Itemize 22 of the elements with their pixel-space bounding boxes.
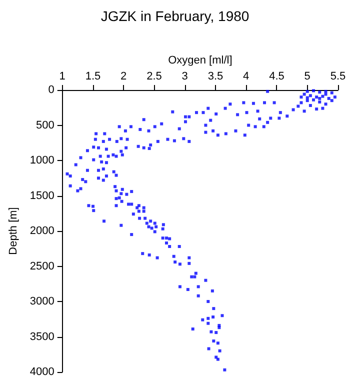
y-tick-label: 0 xyxy=(48,84,54,96)
x-tick-label: 4.5 xyxy=(269,70,284,82)
y-axis-title: Depth [m] xyxy=(8,207,20,255)
x-tick-label: 4 xyxy=(243,70,250,82)
y-tick-label: 2500 xyxy=(30,260,54,272)
y-tick-label: 1000 xyxy=(30,154,54,166)
x-tick-label: 1 xyxy=(59,70,66,82)
x-tick-label: 2.5 xyxy=(146,70,162,82)
x-tick-label: 3 xyxy=(182,70,188,82)
x-tick-label: 2 xyxy=(120,70,127,82)
x-tick-label: 1.5 xyxy=(85,70,101,82)
x-axis-title: Oxygen [ml/l] xyxy=(168,54,232,67)
y-tick-label: 3500 xyxy=(30,330,54,343)
y-tick-label: 1500 xyxy=(30,190,54,202)
x-tick-label: 5 xyxy=(304,70,310,82)
y-tick-label: 500 xyxy=(36,119,54,132)
y-tick-label: 3000 xyxy=(30,296,54,308)
x-tick-label: 5.5 xyxy=(330,70,346,82)
chart-title: JGZK in February, 1980 xyxy=(100,8,250,24)
y-tick-label: 2000 xyxy=(30,225,54,237)
y-tick-label: 4000 xyxy=(30,366,54,378)
x-tick-label: 3.5 xyxy=(208,70,224,82)
